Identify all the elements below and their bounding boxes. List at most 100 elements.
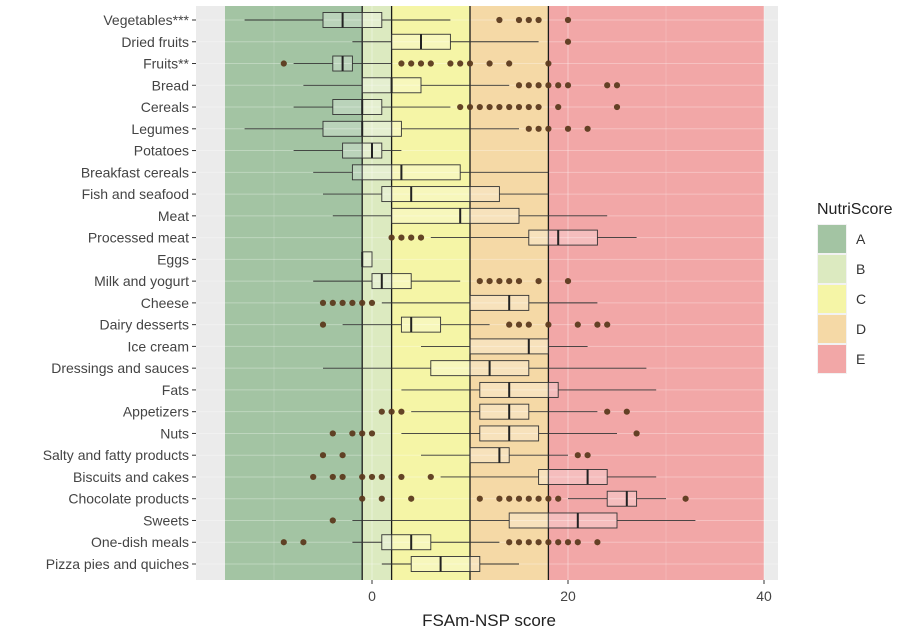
outlier-point (408, 234, 415, 241)
outlier-point (555, 539, 562, 546)
outlier-point (555, 103, 562, 111)
y-tick-label: Meat (158, 208, 189, 224)
outlier-point (515, 539, 523, 546)
outlier-point (476, 103, 483, 111)
legend-key-b (818, 255, 846, 283)
outlier-point (535, 539, 542, 546)
box-iqr (381, 186, 500, 203)
box-eggs (361, 251, 373, 268)
box-legumes (244, 120, 591, 137)
outlier-point (594, 321, 601, 328)
outlier-point (300, 539, 307, 546)
outlier-point (613, 82, 621, 89)
box-chocolate-products (359, 490, 689, 507)
y-tick-label: Eggs (157, 251, 189, 267)
box-dried-fruits (352, 33, 572, 50)
box-appetizers (378, 403, 630, 420)
box-fats (401, 381, 657, 398)
outlier-point (339, 473, 346, 481)
y-tick-label: Chocolate products (68, 491, 189, 507)
band-c (391, 6, 470, 580)
outlier-point (535, 16, 542, 24)
outlier-point (398, 408, 405, 415)
band-d (470, 6, 549, 580)
outlier-point (574, 539, 581, 546)
legend-label: D (856, 321, 866, 337)
outlier-point (466, 103, 474, 111)
outlier-point (604, 82, 611, 89)
box-meat (332, 207, 608, 224)
box-iqr (361, 251, 373, 268)
outlier-point (564, 278, 572, 285)
box-iqr (342, 142, 383, 159)
y-tick-label: Potatoes (134, 143, 189, 159)
outlier-point (476, 495, 483, 502)
outlier-point (545, 60, 552, 67)
outlier-point (535, 82, 542, 89)
y-tick-label: Breakfast cereals (81, 164, 189, 180)
outlier-point (515, 82, 523, 89)
outlier-point (525, 82, 532, 89)
outlier-point (319, 299, 327, 306)
outlier-point (378, 473, 385, 481)
y-axis-labels: Vegetables*** Dried fruits Fruits** Bread Ce… (43, 12, 196, 572)
box-iqr (400, 316, 442, 333)
y-tick-label: Cheese (141, 295, 189, 311)
outlier-point (506, 539, 513, 546)
outlier-point (515, 495, 523, 502)
nutriscore-bands (225, 6, 764, 580)
y-tick-label: Fats (162, 382, 189, 398)
outlier-point (525, 321, 532, 328)
y-tick-label: Pizza pies and quiches (46, 556, 189, 572)
outlier-point (604, 408, 611, 415)
outlier-point (506, 321, 513, 328)
outlier-point (506, 103, 513, 111)
box-iqr (391, 207, 520, 224)
outlier-point (574, 321, 581, 328)
y-tick-label: Vegetables*** (103, 12, 189, 28)
outlier-point (388, 234, 395, 241)
box-milk-and-yogurt (313, 273, 572, 290)
outlier-point (525, 16, 532, 24)
box-potatoes (293, 142, 402, 159)
outlier-point (398, 234, 405, 241)
box-dressings-and-sauces (323, 360, 647, 377)
outlier-point (476, 278, 483, 285)
legend-key-c (818, 285, 846, 313)
legend-label: B (856, 261, 865, 277)
x-axis-ticks: 0 20 40 (368, 580, 772, 604)
legend-label: C (856, 291, 866, 307)
outlier-point (398, 473, 405, 481)
outlier-point (496, 495, 503, 502)
outlier-point (506, 60, 513, 67)
x-tick-label: 20 (560, 588, 576, 604)
band-b (362, 6, 392, 580)
outlier-point (496, 103, 503, 111)
legend-label: E (856, 351, 865, 367)
box-iqr (430, 360, 530, 377)
outlier-point (613, 103, 621, 111)
box-cereals (293, 99, 621, 115)
outlier-point (506, 495, 513, 502)
box-iqr (332, 99, 383, 115)
outlier-point (535, 103, 542, 111)
box-iqr (469, 338, 549, 355)
outlier-point (525, 539, 532, 546)
outlier-point (584, 125, 591, 132)
outlier-point (339, 452, 346, 459)
outlier-point (329, 430, 336, 437)
box-iqr (528, 229, 598, 246)
outlier-point (506, 278, 513, 285)
y-tick-label: Legumes (131, 121, 189, 137)
outlier-point (496, 278, 503, 285)
box-salty-and-fatty-products (319, 447, 591, 464)
box-iqr (479, 381, 559, 398)
box-iqr (371, 273, 412, 290)
outlier-point (525, 125, 532, 132)
y-tick-label: Appetizers (123, 404, 189, 420)
outlier-point (633, 430, 640, 437)
box-pizza-pies-and-quiches (381, 556, 519, 572)
y-tick-label: Fish and seafood (82, 186, 189, 202)
outlier-point (368, 473, 376, 481)
box-nuts (329, 425, 640, 442)
